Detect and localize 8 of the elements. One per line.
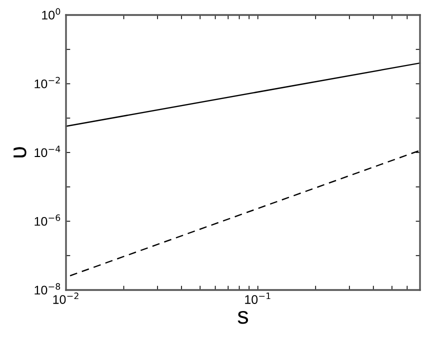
- y-tick-label: 10$^{−4}$: [34, 146, 60, 158]
- y-tick-label: 10$^{0}$: [42, 8, 60, 20]
- y-axis-title: υ: [14, 147, 26, 158]
- y-tick-label: 10$^{−6}$: [34, 214, 60, 226]
- y-tick-label: 10$^{−8}$: [34, 283, 60, 295]
- x-tick-label: 10$^{−1}$: [245, 292, 270, 304]
- y-tick-label: 10$^{−2}$: [34, 76, 60, 88]
- x-axis-title: s: [238, 310, 248, 324]
